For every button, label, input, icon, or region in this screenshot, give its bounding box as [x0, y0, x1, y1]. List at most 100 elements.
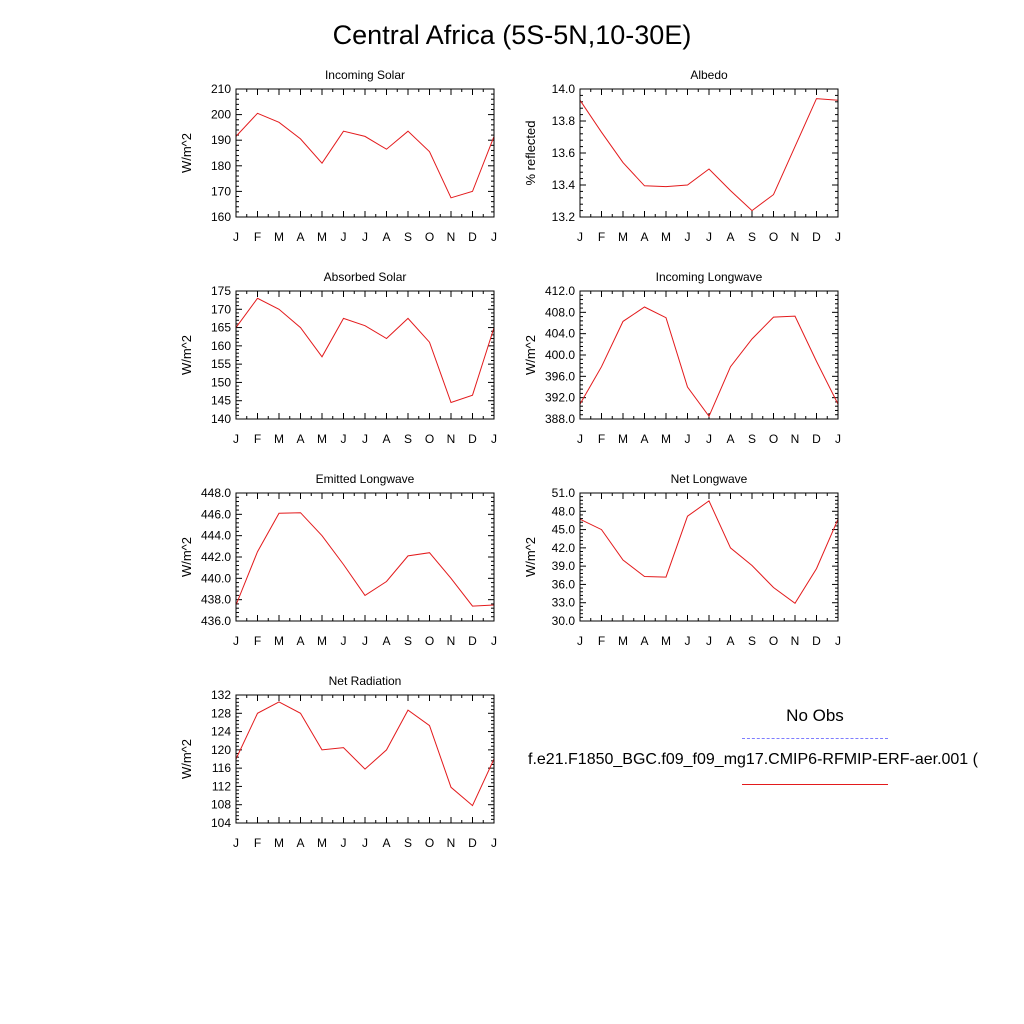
panel-title: Incoming Solar — [325, 68, 405, 82]
x-tick-label: M — [274, 634, 284, 648]
y-tick-label: 132 — [211, 688, 231, 702]
x-tick-label: A — [382, 230, 390, 244]
x-tick-label: S — [404, 230, 412, 244]
y-tick-label: 14.0 — [552, 82, 576, 96]
x-tick-label: A — [382, 836, 390, 850]
y-tick-label: 170 — [211, 302, 231, 316]
x-tick-label: D — [812, 230, 821, 244]
x-tick-label: A — [382, 432, 390, 446]
y-tick-label: 210 — [211, 82, 231, 96]
y-axis-label: % reflected — [523, 120, 538, 185]
x-tick-label: J — [706, 432, 712, 446]
panel-title: Net Radiation — [329, 674, 402, 688]
x-tick-label: M — [661, 432, 671, 446]
x-tick-label: D — [468, 432, 477, 446]
panel-title: Incoming Longwave — [656, 270, 763, 284]
y-tick-label: 404.0 — [545, 327, 575, 341]
x-tick-label: J — [835, 230, 841, 244]
x-tick-label: S — [748, 634, 756, 648]
y-axis-label: W/m^2 — [179, 739, 194, 779]
x-tick-label: J — [835, 634, 841, 648]
x-tick-label: A — [640, 634, 648, 648]
panel-title: Net Longwave — [671, 472, 748, 486]
x-tick-label: J — [341, 836, 347, 850]
x-tick-label: F — [598, 634, 605, 648]
x-tick-label: O — [769, 230, 778, 244]
x-tick-label: O — [425, 836, 434, 850]
x-tick-label: M — [317, 836, 327, 850]
x-tick-label: M — [661, 230, 671, 244]
x-tick-label: S — [404, 836, 412, 850]
y-tick-label: 160 — [211, 210, 231, 224]
y-tick-label: 51.0 — [552, 486, 576, 500]
y-tick-label: 160 — [211, 339, 231, 353]
legend-model-label: f.e21.F1850_BGC.f09_f09_mg17.CMIP6-RFMIP… — [528, 751, 978, 768]
x-tick-label: F — [254, 432, 261, 446]
x-tick-label: F — [598, 432, 605, 446]
y-tick-label: 112 — [212, 779, 231, 793]
x-tick-label: S — [404, 432, 412, 446]
x-tick-label: A — [726, 230, 734, 244]
x-tick-label: M — [274, 230, 284, 244]
panel-title: Emitted Longwave — [316, 472, 415, 486]
y-tick-label: 13.2 — [552, 210, 576, 224]
y-tick-label: 48.0 — [552, 504, 576, 518]
plot-frame — [579, 290, 839, 420]
x-tick-label: J — [685, 230, 691, 244]
x-tick-label: O — [425, 432, 434, 446]
x-tick-label: O — [425, 634, 434, 648]
x-tick-label: O — [769, 432, 778, 446]
y-tick-label: 104 — [211, 816, 231, 830]
x-tick-label: M — [274, 432, 284, 446]
x-tick-label: A — [296, 634, 304, 648]
x-tick-label: M — [317, 432, 327, 446]
x-tick-label: O — [425, 230, 434, 244]
x-tick-label: N — [791, 432, 800, 446]
x-tick-label: J — [233, 230, 239, 244]
x-tick-label: J — [362, 230, 368, 244]
y-tick-label: 108 — [211, 798, 231, 812]
x-tick-label: N — [447, 432, 456, 446]
y-tick-label: 150 — [211, 375, 231, 389]
x-tick-label: J — [685, 432, 691, 446]
x-tick-label: M — [618, 230, 628, 244]
x-tick-label: J — [491, 432, 497, 446]
x-tick-label: A — [382, 634, 390, 648]
y-tick-label: 120 — [211, 743, 231, 757]
x-tick-label: N — [447, 634, 456, 648]
x-tick-label: F — [598, 230, 605, 244]
panel-title: Albedo — [690, 68, 728, 82]
figure-title: Central Africa (5S-5N,10-30E) — [332, 20, 692, 50]
y-tick-label: 408.0 — [545, 305, 575, 319]
y-tick-label: 392.0 — [545, 391, 575, 405]
x-tick-label: J — [341, 634, 347, 648]
x-tick-label: F — [254, 836, 261, 850]
x-tick-label: M — [661, 634, 671, 648]
x-tick-label: M — [618, 432, 628, 446]
y-tick-label: 116 — [212, 761, 231, 775]
y-axis-label: W/m^2 — [523, 537, 538, 577]
plot-frame — [235, 492, 495, 622]
y-tick-label: 442.0 — [201, 550, 231, 564]
series-line — [235, 297, 495, 404]
y-axis-label: W/m^2 — [179, 537, 194, 577]
x-tick-label: A — [296, 836, 304, 850]
series-line — [235, 112, 495, 199]
y-tick-label: 128 — [211, 706, 231, 720]
series-line — [579, 98, 839, 212]
x-tick-label: J — [491, 836, 497, 850]
x-tick-label: M — [317, 634, 327, 648]
x-tick-label: N — [447, 836, 456, 850]
x-tick-label: M — [317, 230, 327, 244]
x-tick-label: D — [812, 432, 821, 446]
x-tick-label: O — [769, 634, 778, 648]
y-tick-label: 145 — [211, 394, 231, 408]
x-tick-label: J — [577, 230, 583, 244]
